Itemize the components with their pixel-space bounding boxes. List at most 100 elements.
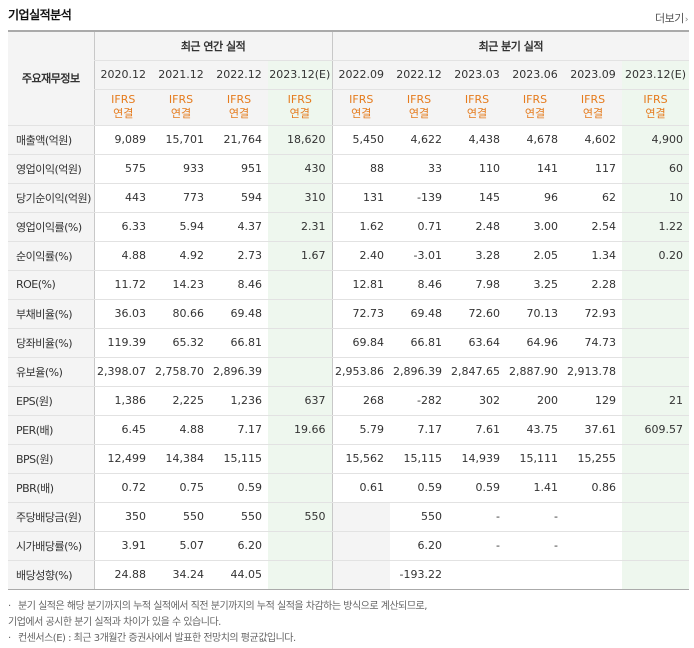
annual-title: 최근 연간 실적 xyxy=(93,30,333,61)
table-cell: 8.46 xyxy=(210,270,268,300)
table-cell: -282 xyxy=(390,385,449,416)
table-cell: - xyxy=(448,531,507,561)
row-label: 영업이익(억원) xyxy=(8,154,94,184)
period-header: 2023.06 xyxy=(506,60,565,90)
table-cell: 1,386 xyxy=(93,385,152,416)
table-cell: 80.66 xyxy=(152,298,210,329)
table-cell: 60 xyxy=(622,154,690,184)
table-cell: 6.20 xyxy=(390,531,449,561)
table-cell: 4,678 xyxy=(506,125,565,155)
table-cell: 21,764 xyxy=(210,125,268,155)
bullet-icon: · xyxy=(8,633,11,644)
table-cell: 637 xyxy=(268,385,333,416)
period-header: 2023.12(E) xyxy=(622,60,690,90)
table-cell: 64.96 xyxy=(506,328,565,358)
table-cell: 2.48 xyxy=(448,211,507,242)
ifrs-standard: IFRS xyxy=(111,93,136,106)
table-cell: 72.60 xyxy=(448,298,507,329)
table-cell: 12.81 xyxy=(331,270,391,300)
row-label: 순이익률(%) xyxy=(8,241,94,271)
table-cell: 575 xyxy=(93,154,152,184)
ifrs-standard: IFRS xyxy=(522,93,548,106)
table-cell: 9,089 xyxy=(93,125,152,155)
table-cell: 11.72 xyxy=(93,270,152,300)
table-cell: 70.13 xyxy=(506,298,565,329)
table-row: 영업이익률(%) 6.33 5.94 4.37 2.31 1.62 0.71 2.48 3.00… xyxy=(8,211,690,242)
table-cell xyxy=(448,560,507,590)
table-cell: 2,913.78 xyxy=(564,357,623,387)
table-cell xyxy=(622,444,690,474)
table-cell: 200 xyxy=(506,385,565,416)
table-cell: 0.75 xyxy=(152,473,210,503)
table-row: 당기순이익(억원) 443 773 594 310 131 -139 145 96 62 10 xyxy=(8,183,690,213)
table-cell: 33 xyxy=(390,154,449,184)
ifrs-label: IFRS 연결 xyxy=(93,89,152,126)
table-cell xyxy=(268,270,333,300)
table-cell: 15,115 xyxy=(390,444,449,474)
table-cell: 1.34 xyxy=(564,241,623,271)
table-cell: 69.84 xyxy=(331,328,391,358)
table-cell: 2,398.07 xyxy=(93,357,152,387)
table-cell: 18,620 xyxy=(268,125,333,155)
table-cell: 0.59 xyxy=(210,473,268,503)
table-cell xyxy=(268,473,333,503)
period-header: 2021.12 xyxy=(152,60,210,90)
row-label: 매출액(억원) xyxy=(8,125,94,155)
table-cell: 15,701 xyxy=(152,125,210,155)
table-cell: 2,887.90 xyxy=(506,357,565,387)
table-cell: 773 xyxy=(152,183,210,213)
quarter-title: 최근 분기 실적 xyxy=(331,30,690,61)
section-header: 기업실적분석 더보기› xyxy=(0,0,694,30)
table-cell xyxy=(331,560,391,590)
ifrs-consolidated: 연결 xyxy=(170,107,192,120)
table-cell: 951 xyxy=(210,154,268,184)
more-link[interactable]: 더보기› xyxy=(655,10,689,26)
table-cell: 6.45 xyxy=(93,415,152,445)
table-cell: 933 xyxy=(152,154,210,184)
table-cell xyxy=(622,560,690,590)
table-cell: 15,115 xyxy=(210,444,268,474)
row-label: 배당성향(%) xyxy=(8,560,94,590)
table-cell: 129 xyxy=(564,385,623,416)
table-cell: 302 xyxy=(448,385,507,416)
table-cell: 4,438 xyxy=(448,125,507,155)
table-cell: 14,384 xyxy=(152,444,210,474)
chevron-right-icon: › xyxy=(684,15,689,25)
table-cell: 6.33 xyxy=(93,211,152,242)
table-row: ROE(%) 11.72 14.23 8.46 12.81 8.46 7.98 3.25 2.2… xyxy=(8,270,690,300)
table-cell: 0.20 xyxy=(622,241,690,271)
table-cell: 72.93 xyxy=(564,298,623,329)
table-cell: 7.61 xyxy=(448,415,507,445)
ifrs-label: IFRS 연결 xyxy=(152,89,210,126)
table-cell: 594 xyxy=(210,183,268,213)
row-header-title: 주요재무정보 xyxy=(8,30,94,126)
ifrs-consolidated: 연결 xyxy=(582,107,604,120)
table-cell xyxy=(268,298,333,329)
table-cell: 0.59 xyxy=(390,473,449,503)
table-cell: -193.22 xyxy=(390,560,449,590)
table-cell: 96 xyxy=(506,183,565,213)
table-cell: 4.88 xyxy=(152,415,210,445)
table-cell: 1,236 xyxy=(210,385,268,416)
table-cell: -139 xyxy=(390,183,449,213)
table-cell xyxy=(564,560,623,590)
table-cell: 1.22 xyxy=(622,211,690,242)
table-row: 배당성향(%) 24.88 34.24 44.05 -193.22 xyxy=(8,560,690,590)
period-header: 2022.12 xyxy=(390,60,449,90)
table-cell: 44.05 xyxy=(210,560,268,590)
bullet-icon: · xyxy=(8,601,11,612)
table-cell: 2,953.86 xyxy=(331,357,391,387)
table-cell: 119.39 xyxy=(93,328,152,358)
table-cell: 24.88 xyxy=(93,560,152,590)
table-cell: 66.81 xyxy=(210,328,268,358)
row-label: 부채비율(%) xyxy=(8,298,94,329)
table-cell: 609.57 xyxy=(622,415,690,445)
table-cell: 36.03 xyxy=(93,298,152,329)
table-cell: 3.28 xyxy=(448,241,507,271)
ifrs-consolidated: 연결 xyxy=(645,107,666,120)
table-row: 주당배당금(원) 350 550 550 550 550- - xyxy=(8,501,690,532)
table-row: PER(배) 6.45 4.88 7.17 19.66 5.79 7.17 7.61 43.75… xyxy=(8,415,690,445)
table-cell: 4.37 xyxy=(210,211,268,242)
ifrs-consolidated: 연결 xyxy=(351,107,372,120)
table-row: 부채비율(%) 36.03 80.66 69.48 72.73 69.48 72.60 70.… xyxy=(8,298,690,329)
